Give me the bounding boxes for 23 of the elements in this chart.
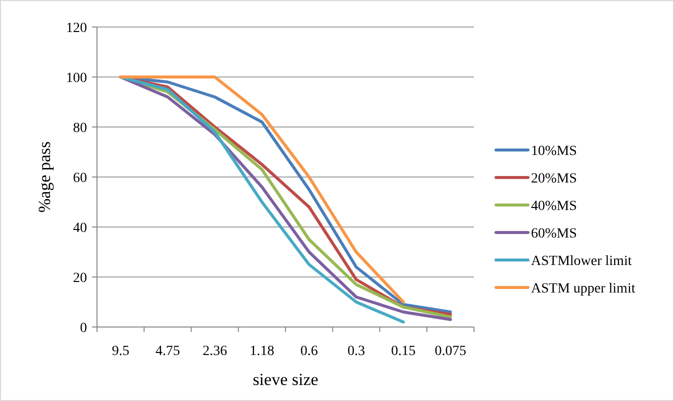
legend-label: ASTM upper limit	[531, 281, 636, 296]
legend-label: 60%MS	[531, 226, 577, 242]
x-tick-label: 4.75	[155, 344, 180, 359]
y-tick-label: 120	[66, 20, 87, 36]
y-tick-label: 20	[73, 270, 87, 286]
legend-label: 20%MS	[531, 171, 577, 186]
y-tick-label: 0	[80, 320, 87, 336]
x-tick-label: 0.3	[347, 344, 365, 359]
legend-label: 40%MS	[531, 198, 577, 214]
y-tick-label: 40	[73, 220, 87, 236]
x-tick-label: 9.5	[112, 344, 130, 359]
x-axis-title: sieve size	[252, 370, 318, 389]
x-tick-label: 1.18	[250, 344, 274, 359]
y-tick-label: 100	[66, 70, 87, 86]
y-tick-label: 80	[73, 120, 87, 136]
x-tick-label: 0.075	[434, 344, 466, 359]
x-tick-label: 0.6	[300, 344, 318, 359]
x-tick-label: 2.36	[202, 344, 228, 359]
x-tick-label: 0.15	[391, 344, 416, 359]
y-axis-title: %age pass	[35, 141, 54, 213]
legend-label: 10%MS	[531, 144, 577, 159]
y-tick-label: 60	[73, 170, 87, 186]
legend-label: ASTMlower limit	[531, 254, 632, 269]
